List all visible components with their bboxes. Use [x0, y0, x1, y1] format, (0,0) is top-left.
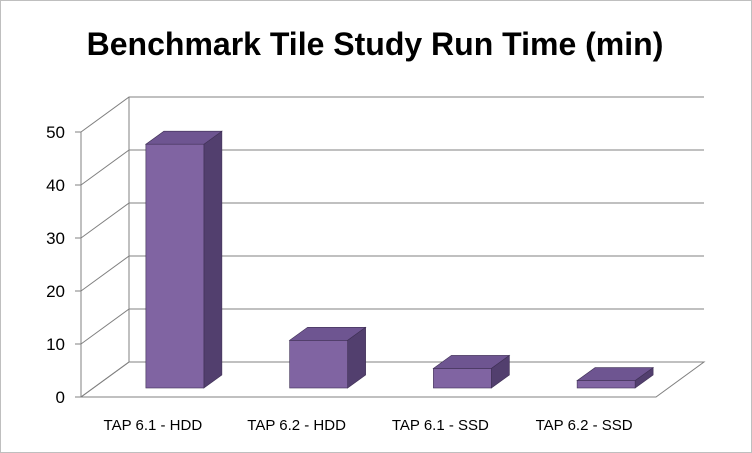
- y-tick-label: 30: [46, 229, 65, 248]
- bar-top: [288, 326, 367, 341]
- gridline: [80, 96, 704, 133]
- bar-front: [289, 339, 348, 389]
- bars: [144, 130, 655, 389]
- bar-top: [576, 367, 655, 381]
- bar: [288, 326, 367, 389]
- y-tick-label: 40: [46, 176, 65, 195]
- bar-front: [145, 143, 205, 389]
- chart-floor: [79, 361, 706, 398]
- y-tick-label: 10: [46, 335, 65, 354]
- x-category-label: TAP 6.1 - HDD: [104, 417, 203, 434]
- gridlines: [75, 96, 706, 398]
- bar: [144, 130, 223, 389]
- bar-front: [576, 380, 636, 389]
- bar-top: [144, 130, 223, 145]
- y-tick-label: 50: [46, 123, 65, 142]
- bar-front: [433, 368, 492, 389]
- bar-side: [203, 130, 223, 389]
- chart-title: Benchmark Tile Study Run Time (min): [87, 26, 664, 62]
- bar: [432, 354, 511, 389]
- bar-top: [432, 355, 511, 369]
- x-axis-categories: TAP 6.1 - HDD TAP 6.2 - HDD TAP 6.1 - SSD T…: [104, 417, 633, 434]
- x-category-label: TAP 6.1 - SSD: [392, 417, 489, 434]
- bar: [576, 366, 655, 389]
- y-axis-ticks: 0 10 20 30 40 50: [46, 123, 65, 407]
- x-category-label: TAP 6.2 - SSD: [536, 417, 633, 434]
- x-category-label: TAP 6.2 - HDD: [247, 417, 346, 434]
- y-tick-label: 0: [56, 388, 65, 407]
- y-tick-label: 20: [46, 282, 65, 301]
